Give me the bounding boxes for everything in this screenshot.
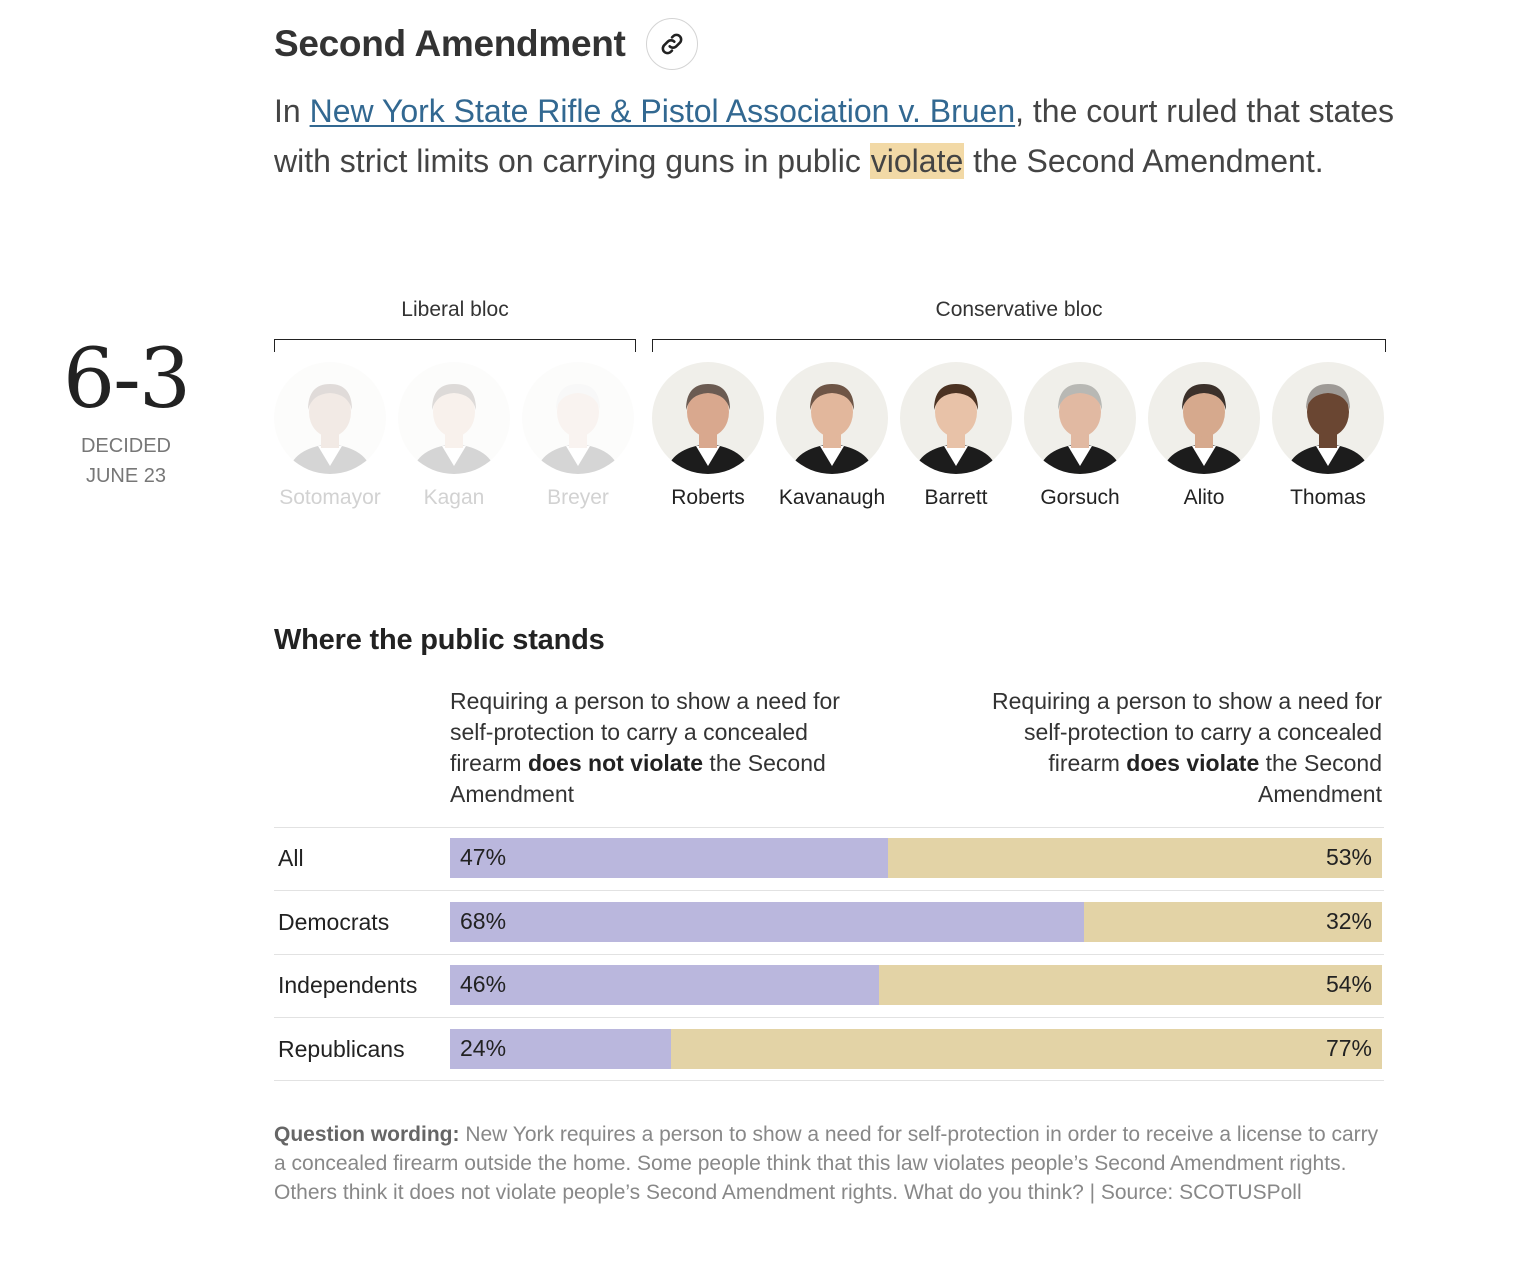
question-note: Question wording: New York requires a pe… <box>274 1123 1379 1204</box>
justice-portrait <box>1024 362 1136 474</box>
bar-not-violate <box>450 902 1084 942</box>
bar-not-violate <box>450 1029 672 1069</box>
justice-alito: Alito <box>1142 362 1266 510</box>
bar-violate: 68% 32% <box>450 902 1382 942</box>
column-header-not-violate: Requiring a person to show a need for se… <box>450 688 840 807</box>
row-divider <box>274 1080 1384 1081</box>
justice-thomas: Thomas <box>1266 362 1390 510</box>
value-label-not-violate: 68% <box>460 908 507 934</box>
row-divider <box>274 1017 1384 1018</box>
case-link[interactable]: New York State Rifle & Pistol Associatio… <box>309 93 1016 129</box>
justice-name: Thomas <box>1290 486 1366 509</box>
value-label-violate: 77% <box>1325 1035 1372 1061</box>
justice-kavanaugh: Kavanaugh <box>770 362 894 510</box>
justice-name: Kavanaugh <box>778 486 886 509</box>
justice-name: Sotomayor <box>279 486 381 509</box>
justice-portrait <box>1148 362 1260 474</box>
justice-roberts: Roberts <box>646 362 770 510</box>
header: Second Amendment <box>274 18 698 70</box>
value-label-violate: 53% <box>1325 844 1372 870</box>
liberal-bloc-bracket <box>274 339 636 352</box>
justice-portrait <box>274 362 386 474</box>
justice-sotomayor: Sotomayor <box>268 362 392 510</box>
row-label: Democrats <box>278 909 390 935</box>
intro-text: In New York State Rifle & Pistol Associa… <box>274 93 1394 179</box>
bar-violate: 24% 77% <box>450 1029 1382 1069</box>
decision-summary: 6-3 DECIDED JUNE 23 <box>40 330 212 490</box>
justice-name: Roberts <box>671 486 745 509</box>
justice-name: Gorsuch <box>1040 486 1120 509</box>
conservative-bloc-bracket <box>652 339 1386 352</box>
row-label: Republicans <box>278 1036 405 1062</box>
justice-kagan: Kagan <box>392 362 516 510</box>
highlight-violate: violate <box>869 143 965 179</box>
justice-name: Barrett <box>924 486 988 509</box>
bar-violate: 47% 53% <box>450 838 1382 878</box>
justice-portrait <box>652 362 764 474</box>
justice-portrait <box>1272 362 1384 474</box>
row-label: All <box>278 845 304 871</box>
column-header-violate: Requiring a person to show a need for se… <box>992 688 1382 807</box>
justice-portrait <box>900 362 1012 474</box>
bar-violate: 46% 54% <box>450 965 1382 1005</box>
value-label-violate: 32% <box>1325 908 1372 934</box>
conservative-bloc-label: Conservative bloc <box>935 298 1103 321</box>
justice-name: Alito <box>1183 486 1225 509</box>
vote-score: 6-3 <box>62 332 191 427</box>
page-title: Second Amendment <box>274 23 626 64</box>
justice-portrait <box>522 362 634 474</box>
row-divider <box>274 954 1384 955</box>
row-divider <box>274 890 1384 891</box>
decided-label: DECIDED <box>80 435 171 457</box>
justice-breyer: Breyer <box>516 362 640 510</box>
row-divider <box>274 827 1384 828</box>
value-label-not-violate: 47% <box>460 844 507 870</box>
justice-barrett: Barrett <box>894 362 1018 510</box>
link-icon <box>661 33 682 55</box>
bar-not-violate <box>450 838 889 878</box>
justice-name: Kagan <box>423 486 485 509</box>
value-label-not-violate: 24% <box>460 1035 507 1061</box>
justice-name: Breyer <box>547 486 609 509</box>
copy-link-button[interactable] <box>645 18 698 70</box>
section-title: Where the public stands <box>274 624 605 656</box>
liberal-bloc-label: Liberal bloc <box>401 298 509 321</box>
justice-gorsuch: Gorsuch <box>1018 362 1142 510</box>
row-label: Independents <box>278 972 418 998</box>
justice-portrait <box>776 362 888 474</box>
decided-date: JUNE 23 <box>85 465 167 487</box>
justice-portrait <box>398 362 510 474</box>
value-label-violate: 54% <box>1325 971 1372 997</box>
bar-not-violate <box>450 965 879 1005</box>
value-label-not-violate: 46% <box>460 971 507 997</box>
